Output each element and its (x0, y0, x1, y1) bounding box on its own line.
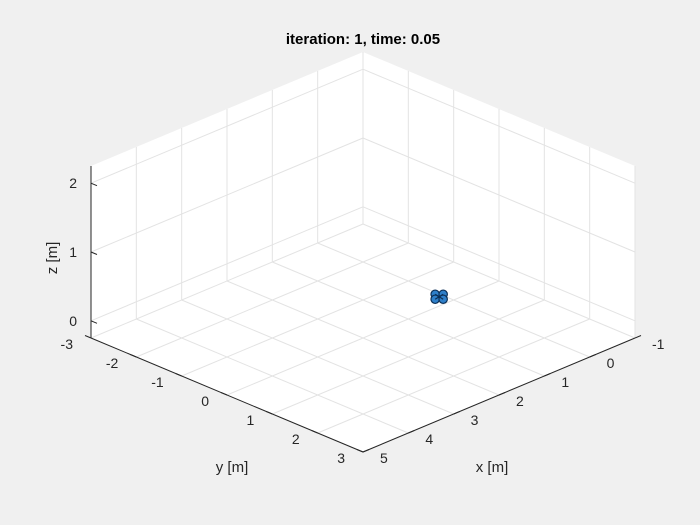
y-tick-label: 1 (247, 412, 255, 428)
grid-line-y-floor (226, 280, 500, 396)
grid-line-z-left-wall (90, 206, 364, 322)
grid-line-y-floor (272, 299, 545, 415)
y-axis-label: y [m] (216, 459, 249, 476)
axis-tick-labels: -3 -2 -1 0 1 2 3 -1 0 1 2 3 4 5 0 1 2 (61, 175, 665, 466)
x-tick-label: 3 (471, 412, 479, 428)
grid-line-z-right-wall (362, 68, 636, 184)
axis-ticks (84, 182, 642, 453)
y-tick-label: -2 (106, 355, 119, 371)
y-tick-label: -1 (151, 374, 164, 390)
z-tick-label: 1 (69, 244, 77, 260)
x-tick-label: 0 (607, 355, 615, 371)
z-tick-label: 0 (69, 313, 77, 329)
x-tick-label: -1 (652, 336, 665, 352)
x-tick (634, 335, 642, 339)
x-tick-label: 4 (425, 431, 433, 447)
y-tick (356, 449, 364, 453)
y-tick-label: 2 (292, 431, 300, 447)
y-tick-label: 3 (337, 450, 345, 466)
grid-line-y-floor (317, 318, 590, 434)
quadrotor-marker (430, 289, 448, 305)
y-tick-label: -3 (61, 336, 74, 352)
grid-line-y-floor (90, 223, 364, 339)
x-tick (498, 392, 506, 396)
grid-lines (90, 52, 636, 453)
grid-line-z-left-wall (90, 68, 364, 184)
x-tick-label: 5 (380, 450, 388, 466)
x-tick-label: 2 (516, 393, 524, 409)
x-tick-label: 1 (561, 374, 569, 390)
grid-line-y-floor (136, 242, 409, 358)
grid-line-y-floor (181, 261, 454, 377)
grid-line-z-right-wall (362, 206, 636, 322)
y-tick (220, 392, 228, 396)
y-tick (175, 373, 182, 377)
x-tick (408, 430, 415, 434)
grid-line-z-right-wall (362, 137, 636, 253)
data-points (430, 289, 448, 305)
arm (434, 293, 444, 300)
y-tick-label: 0 (201, 393, 209, 409)
z-tick-label: 2 (69, 175, 77, 191)
chart-title: iteration: 1, time: 0.05 (286, 31, 440, 48)
y-tick (130, 354, 137, 358)
y-tick (311, 430, 318, 434)
x-axis-label: x [m] (476, 459, 509, 476)
x-tick (453, 411, 460, 415)
z-axis-label: z [m] (44, 242, 61, 275)
z-tick (90, 182, 98, 187)
x-tick (362, 449, 370, 453)
x-tick (589, 354, 596, 358)
y-tick (266, 411, 273, 415)
z-tick (90, 320, 98, 324)
grid-line-z-left-wall (90, 137, 364, 253)
x-tick (544, 373, 551, 377)
y-tick (84, 335, 92, 339)
z-tick (90, 251, 98, 255)
